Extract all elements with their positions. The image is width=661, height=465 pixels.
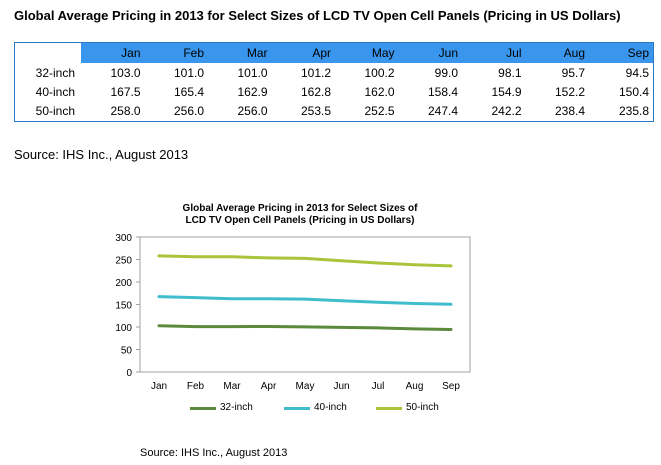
table-corner-cell	[14, 42, 81, 63]
table-cell: 99.0	[434, 65, 458, 80]
month-header: Jun	[398, 42, 462, 63]
chart-source-note: Source: IHS Inc., August 2013	[140, 447, 288, 459]
table-cell: 150.4	[618, 84, 649, 99]
month-header: Jul	[462, 42, 526, 63]
chart-title-line-2: LCD TV Open Cell Panels (Pricing in US D…	[185, 215, 415, 226]
y-tick-label: 0	[126, 368, 132, 379]
y-tick-label: 150	[115, 301, 132, 312]
table-row: 40-inch 167.5 165.4 162.9 162.8 162.0 15…	[15, 82, 654, 101]
table-cell: 98.1	[498, 65, 522, 80]
legend-swatch-40-inch	[284, 407, 310, 410]
pricing-table: Jan Feb Mar Apr May Jun Jul Aug Sep 32-i…	[14, 42, 654, 122]
y-tick-label: 100	[115, 323, 132, 334]
table-row: 50-inch 258.0 256.0 256.0 253.5 252.5 24…	[15, 102, 654, 122]
y-tick-label: 300	[115, 233, 132, 244]
y-tick-label: 250	[115, 256, 132, 267]
table-cell: 238.4	[554, 104, 585, 119]
table-row: 32-inch 103.0 101.0 101.0 101.2 100.2 99…	[15, 63, 654, 82]
table-source-note: Source: IHS Inc., August 2013	[14, 147, 189, 162]
series-line-32-inch	[157, 324, 453, 331]
series-line-50-inch	[157, 254, 453, 268]
table-cell: 165.4	[173, 84, 204, 99]
legend-swatch-32-inch	[190, 407, 216, 410]
month-header: Apr	[271, 42, 335, 63]
table-cell: 162.9	[237, 84, 268, 99]
x-tick-label: May	[296, 381, 315, 392]
table-cell: 247.4	[427, 104, 458, 119]
month-header: May	[335, 42, 399, 63]
legend-label: 32-inch	[220, 402, 253, 413]
month-header: Aug	[525, 42, 589, 63]
row-label: 40-inch	[35, 84, 75, 99]
table-header-row: Jan Feb Mar Apr May Jun Jul Aug Sep	[14, 42, 654, 63]
legend-label: 50-inch	[406, 402, 439, 413]
series-line-40-inch	[157, 295, 453, 306]
table-cell: 162.0	[364, 84, 395, 99]
table-cell: 95.7	[561, 65, 585, 80]
table-cell: 242.2	[491, 104, 522, 119]
legend-swatch-50-inch	[376, 407, 402, 410]
x-tick-label: Jun	[333, 381, 349, 392]
y-tick-label: 200	[115, 278, 132, 289]
month-header: Feb	[144, 42, 208, 63]
table-cell: 158.4	[427, 84, 458, 99]
month-header: Sep	[589, 42, 654, 63]
line-chart: 0 50 100 150 200 250 300 Jan Feb Mar Apr May Jun Jul A…	[115, 233, 471, 392]
table-cell: 100.2	[364, 65, 395, 80]
legend-label: 40-inch	[314, 402, 347, 413]
x-tick-label: Apr	[261, 381, 277, 392]
table-cell: 94.5	[625, 65, 649, 80]
x-tick-label: Sep	[442, 381, 460, 392]
table-cell: 162.8	[300, 84, 331, 99]
x-tick-label: Aug	[406, 381, 424, 392]
table-cell: 235.8	[618, 104, 649, 119]
table-cell: 256.0	[237, 104, 268, 119]
chart-title: Global Average Pricing in 2013 for Selec…	[150, 203, 450, 227]
table-cell: 101.0	[237, 65, 268, 80]
x-tick-label: Mar	[223, 381, 241, 392]
x-tick-label: Jan	[151, 381, 167, 392]
month-header: Mar	[208, 42, 272, 63]
page-title: Global Average Pricing in 2013 for Selec…	[14, 8, 621, 23]
row-label: 50-inch	[35, 104, 75, 119]
month-header: Jan	[81, 42, 145, 63]
table-cell: 152.2	[554, 84, 585, 99]
x-tick-label: Jul	[372, 381, 385, 392]
table-cell: 256.0	[173, 104, 204, 119]
chart-title-line-1: Global Average Pricing in 2013 for Selec…	[182, 203, 418, 214]
y-tick-label: 50	[121, 346, 133, 357]
table-cell: 101.2	[300, 65, 331, 80]
row-label: 32-inch	[35, 65, 75, 80]
table-cell: 154.9	[491, 84, 522, 99]
table-cell: 253.5	[300, 104, 331, 119]
x-tick-label: Feb	[187, 381, 205, 392]
table-cell: 258.0	[110, 104, 141, 119]
table-cell: 252.5	[364, 104, 395, 119]
table-cell: 101.0	[173, 65, 204, 80]
table-cell: 103.0	[110, 65, 141, 80]
table-cell: 167.5	[110, 84, 141, 99]
